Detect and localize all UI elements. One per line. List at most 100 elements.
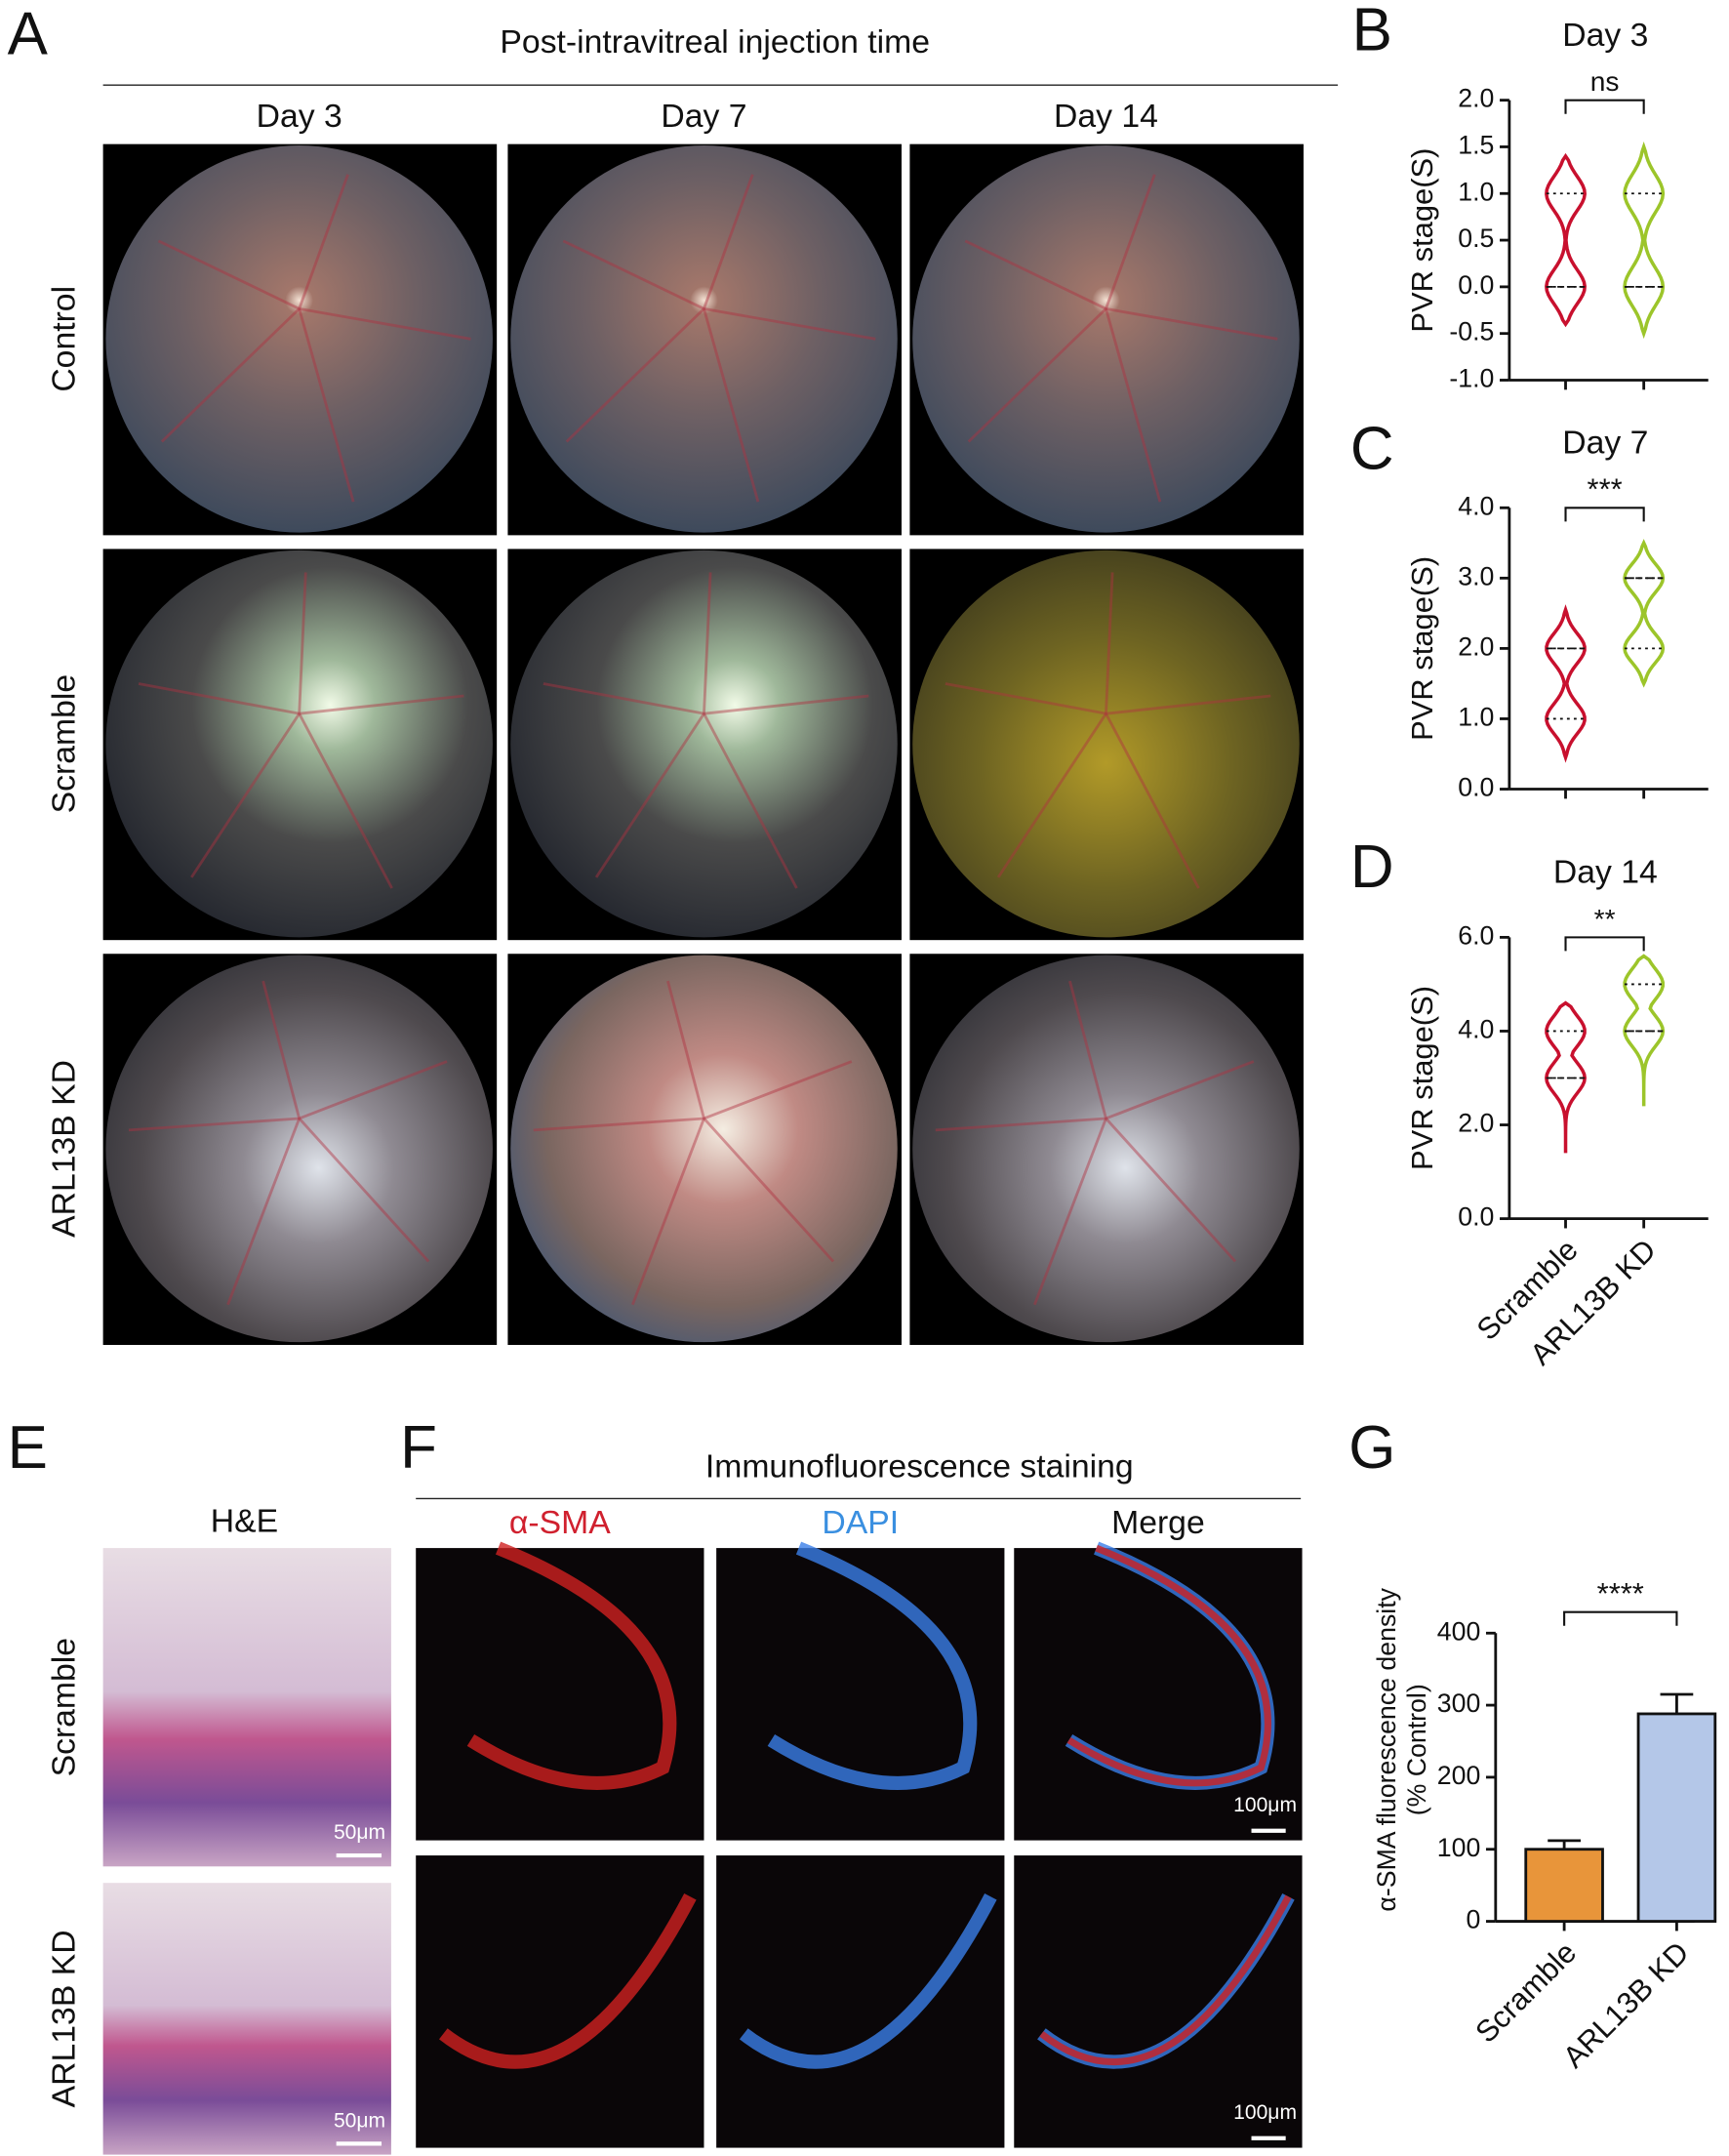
y-tick-label: 300	[1437, 1688, 1481, 1718]
vessel	[157, 239, 301, 310]
vessel	[1105, 712, 1200, 889]
tissue-stain	[1039, 1894, 1292, 2066]
tissue-stain	[767, 1541, 978, 1790]
significance-bracket	[1563, 1610, 1678, 1626]
fluorescence-image	[1014, 1855, 1303, 2148]
row-label: Control	[46, 286, 83, 392]
y-tick-label: 0.5	[1458, 224, 1494, 253]
vessel	[1068, 980, 1107, 1119]
row-label: Scramble	[46, 674, 83, 813]
y-tick-label: 4.0	[1458, 1015, 1494, 1044]
vessel	[703, 1060, 853, 1120]
significance-label: **	[1594, 904, 1616, 934]
vessel	[128, 1117, 300, 1132]
significance-label: ns	[1590, 66, 1620, 97]
y-tick-label: 2.0	[1458, 1109, 1494, 1138]
histology-image	[102, 1548, 391, 1867]
vessel	[543, 682, 704, 715]
vessel	[703, 307, 760, 503]
y-tick-label: -1.0	[1449, 364, 1494, 393]
violin	[1623, 539, 1666, 688]
y-tick-label: 0.0	[1458, 1202, 1494, 1232]
panel-title: H&E	[211, 1503, 278, 1540]
vessel	[1105, 1118, 1237, 1263]
histology-image	[102, 1883, 391, 2155]
vessel	[1105, 174, 1156, 309]
significance-label: ***	[1588, 472, 1623, 507]
fundus-disc	[105, 145, 493, 533]
column-header: Merge	[1111, 1504, 1205, 1541]
scale-label: 50μm	[334, 2109, 385, 2132]
vessel	[533, 1117, 704, 1132]
fluorescence-image	[716, 1855, 1005, 2148]
violin	[1545, 152, 1587, 328]
y-tick-label: 0	[1466, 1905, 1480, 1934]
bar	[1524, 1848, 1604, 1923]
fundus-disc	[510, 955, 898, 1343]
scale-label: 100μm	[1233, 1794, 1297, 1816]
panel-letter: F	[400, 1414, 437, 1482]
y-tick-label: 400	[1437, 1616, 1481, 1646]
y-tick-label: 0.0	[1458, 270, 1494, 300]
column-header: Day 7	[661, 98, 746, 135]
scale-label: 50μm	[334, 1821, 385, 1844]
y-axis-label: PVR stage(S)	[1405, 148, 1439, 333]
fluorescence-image	[416, 1548, 704, 1841]
vessel	[703, 572, 712, 714]
row-label: ARL13B KD	[46, 1930, 83, 2107]
violin	[1545, 604, 1587, 763]
vessel	[190, 712, 301, 878]
y-tick-label: 3.0	[1458, 561, 1494, 590]
vessel	[298, 572, 307, 714]
vessel	[562, 239, 705, 310]
fundus-disc	[105, 549, 493, 938]
tissue-stain	[466, 1541, 677, 1790]
vessel	[1106, 306, 1278, 341]
y-axis-label: α-SMA fluorescence density	[1372, 1587, 1401, 1911]
column-header: DAPI	[822, 1504, 899, 1541]
vessel	[298, 1118, 430, 1263]
vessel	[704, 306, 876, 341]
fundus-disc	[912, 549, 1300, 938]
fundus-disc	[510, 549, 898, 938]
vessel	[1105, 1060, 1255, 1120]
vessel	[964, 239, 1107, 310]
y-axis-label: PVR stage(S)	[1405, 556, 1439, 741]
y-tick-label: 200	[1437, 1761, 1481, 1790]
vessel	[299, 306, 471, 341]
y-tick-label: 6.0	[1458, 920, 1494, 950]
vessel	[967, 307, 1107, 443]
y-tick-label: 1.5	[1458, 131, 1494, 160]
tissue-stain	[439, 1892, 697, 2069]
vessel	[299, 694, 464, 715]
y-tick-label: 2.0	[1458, 84, 1494, 113]
y-tick-label: 4.0	[1458, 491, 1494, 520]
fluorescence-image	[1014, 1548, 1303, 1841]
y-tick-label: 1.0	[1458, 177, 1494, 206]
vessel	[160, 307, 301, 443]
vessel	[261, 980, 302, 1119]
y-tick-label: -0.5	[1449, 317, 1494, 346]
vessel	[138, 682, 300, 715]
vessel	[631, 1118, 705, 1306]
y-tick-label: 1.0	[1458, 703, 1494, 732]
vessel	[703, 174, 754, 309]
y-axis-label: PVR stage(S)	[1405, 986, 1439, 1170]
chart-title: Day 3	[1562, 17, 1648, 54]
vessel	[945, 682, 1106, 715]
vessel	[594, 712, 705, 878]
vessel	[299, 1060, 448, 1120]
vessel	[1033, 1118, 1107, 1306]
vessel	[565, 307, 705, 443]
tissue-stain	[739, 1892, 997, 2069]
vessel	[935, 1117, 1106, 1132]
y-tick-label: 2.0	[1458, 631, 1494, 661]
column-header: Day 14	[1054, 98, 1158, 135]
vessel	[1105, 307, 1162, 503]
fluorescence-image	[416, 1855, 704, 2148]
panel-title: Post-intravitreal injection time	[500, 23, 930, 61]
vessel	[298, 712, 393, 889]
violin	[1623, 954, 1666, 1107]
vessel	[298, 307, 355, 503]
